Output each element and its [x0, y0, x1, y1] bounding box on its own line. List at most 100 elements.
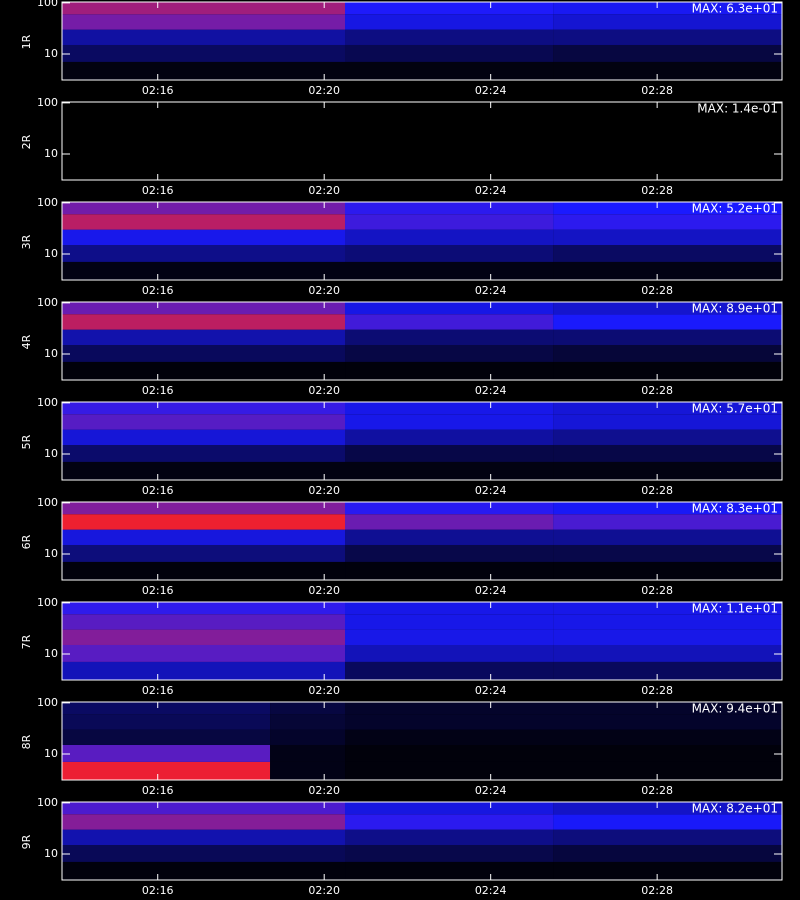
x-tick-label: 02:16 — [142, 584, 174, 597]
heatmap-cell — [553, 829, 782, 845]
x-tick-label: 02:20 — [308, 584, 340, 597]
heatmap-cell — [553, 329, 782, 345]
heatmap-cell — [553, 229, 782, 245]
y-tick-label: 100 — [37, 96, 58, 109]
heatmap-cell — [345, 344, 554, 362]
heatmap-cell — [62, 261, 346, 280]
heatmap-cell — [553, 844, 782, 862]
x-tick-label: 02:28 — [641, 784, 673, 797]
heatmap-cell — [62, 429, 346, 445]
x-tick-label: 02:24 — [475, 884, 507, 897]
heatmap-cell — [62, 529, 346, 545]
heatmap-cell — [345, 544, 554, 562]
heatmap-cell — [345, 202, 554, 215]
y-axis-label: 4R — [20, 334, 33, 349]
heatmap-cell — [62, 761, 271, 780]
x-tick-label: 02:20 — [308, 84, 340, 97]
heatmap-cell — [345, 261, 554, 280]
heatmap-cell — [553, 44, 782, 62]
heatmap-cell — [62, 702, 271, 715]
heatmap-cell — [553, 29, 782, 45]
heatmap-cell — [553, 429, 782, 445]
heatmap-cell — [553, 144, 782, 162]
x-tick-label: 02:28 — [641, 284, 673, 297]
heatmap-cell — [553, 102, 782, 115]
x-tick-label: 02:28 — [641, 84, 673, 97]
x-tick-label: 02:16 — [142, 284, 174, 297]
heatmap-cell — [553, 244, 782, 262]
heatmap-cell — [62, 361, 346, 380]
max-annotation: MAX: 8.3e+01 — [692, 502, 778, 516]
heatmap-cell — [62, 214, 346, 230]
y-tick-label: 10 — [44, 47, 58, 60]
heatmap-cell — [345, 502, 554, 515]
x-tick-label: 02:24 — [475, 484, 507, 497]
x-tick-label: 02:20 — [308, 284, 340, 297]
heatmap-cell — [553, 361, 782, 380]
heatmap-cell — [553, 414, 782, 430]
heatmap-cell — [62, 814, 346, 830]
heatmap-cell — [553, 561, 782, 580]
y-tick-label: 100 — [37, 0, 58, 9]
heatmap-cell — [62, 544, 346, 562]
heatmap-cell — [345, 461, 554, 480]
heatmap-cell — [345, 402, 554, 415]
heatmap-cell — [553, 14, 782, 30]
heatmap-cell — [345, 361, 554, 380]
heatmap-cell — [345, 529, 554, 545]
heatmap-cell — [345, 861, 554, 880]
x-tick-label: 02:28 — [641, 684, 673, 697]
heatmap-cell — [345, 414, 554, 430]
heatmap-cell — [553, 529, 782, 545]
heatmap-cell — [345, 444, 554, 462]
heatmap-cell — [345, 629, 554, 645]
y-tick-label: 100 — [37, 496, 58, 509]
heatmap-cell — [345, 661, 554, 680]
y-tick-label: 10 — [44, 347, 58, 360]
heatmap-cell — [345, 802, 554, 815]
y-tick-label: 100 — [37, 796, 58, 809]
y-tick-label: 100 — [37, 596, 58, 609]
x-tick-label: 02:24 — [475, 284, 507, 297]
heatmap-cell — [62, 829, 346, 845]
y-tick-label: 10 — [44, 847, 58, 860]
heatmap-cell — [553, 314, 782, 330]
heatmap-cell — [270, 729, 346, 745]
heatmap-cell — [62, 329, 346, 345]
heatmap-cell — [62, 461, 346, 480]
heatmap-cell — [345, 329, 554, 345]
heatmap-cell — [553, 444, 782, 462]
max-annotation: MAX: 8.2e+01 — [692, 802, 778, 816]
y-tick-label: 10 — [44, 247, 58, 260]
x-tick-label: 02:28 — [641, 184, 673, 197]
heatmap-cell — [62, 129, 346, 145]
plot-frame — [61, 301, 783, 381]
heatmap-cell — [345, 814, 554, 830]
plot-frame — [61, 201, 783, 281]
heatmap-cell — [345, 561, 554, 580]
plot-frame — [61, 401, 783, 481]
y-axis-label: 8R — [20, 734, 33, 749]
heatmap-cell — [345, 129, 554, 145]
x-tick-label: 02:20 — [308, 784, 340, 797]
heatmap-cell — [553, 202, 782, 215]
y-tick-label: 10 — [44, 147, 58, 160]
heatmap-cell — [345, 429, 554, 445]
heatmap-cell — [345, 144, 554, 162]
x-tick-label: 02:16 — [142, 484, 174, 497]
x-tick-label: 02:20 — [308, 184, 340, 197]
plot-frame — [61, 801, 783, 881]
heatmap-cell — [553, 402, 782, 415]
heatmap-cell — [553, 2, 782, 15]
heatmap-cell — [345, 829, 554, 845]
heatmap-cell — [62, 61, 346, 80]
heatmap-cell — [62, 302, 346, 315]
y-axis-label: 6R — [20, 534, 33, 549]
heatmap-cell — [345, 14, 554, 30]
x-tick-label: 02:20 — [308, 684, 340, 697]
heatmap-cell — [553, 161, 782, 180]
heatmap-cell — [345, 44, 554, 62]
x-tick-label: 02:20 — [308, 884, 340, 897]
y-axis-label: 5R — [20, 434, 33, 449]
x-tick-label: 02:24 — [475, 784, 507, 797]
